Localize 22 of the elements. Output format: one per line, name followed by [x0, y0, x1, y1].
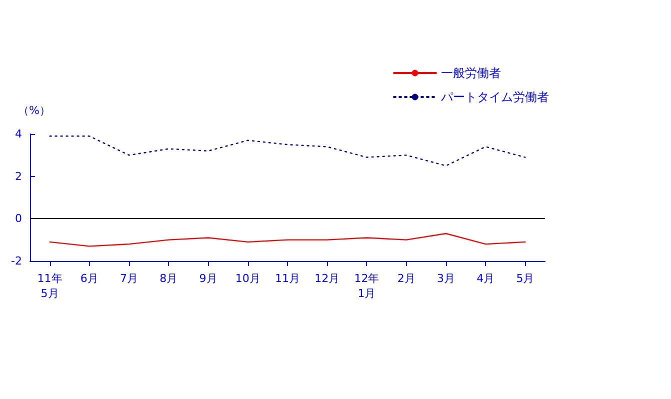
x-tick-label: 11年 5月: [37, 272, 62, 300]
line-series: [49, 232, 526, 247]
x-tick-label: 10月: [235, 272, 260, 285]
legend-label: 一般労働者: [441, 66, 501, 80]
x-tick-label: 2月: [397, 272, 416, 285]
y-tick-label: 2: [15, 170, 22, 183]
x-tick-label: 4月: [476, 272, 495, 285]
line-series: [49, 136, 526, 166]
x-tick-label: 11月: [275, 272, 300, 285]
x-tick-label: 6月: [80, 272, 98, 285]
x-tick-label: 3月: [436, 272, 455, 285]
y-tick-label: 4: [15, 128, 22, 140]
x-tick-label: 8月: [160, 272, 178, 285]
legend-label: パートタイム労働者: [440, 90, 549, 104]
y-axis-title: （%）: [18, 104, 50, 117]
x-tick-label: 5月: [516, 272, 534, 285]
x-tick-label: 12月: [314, 272, 340, 285]
x-tick-label: 9月: [199, 272, 218, 285]
y-tick-label: -2: [11, 254, 22, 268]
y-tick-label: 0: [15, 212, 22, 226]
x-tick-label: 7月: [120, 272, 138, 285]
x-tick-label: 12年 1月: [354, 272, 380, 300]
